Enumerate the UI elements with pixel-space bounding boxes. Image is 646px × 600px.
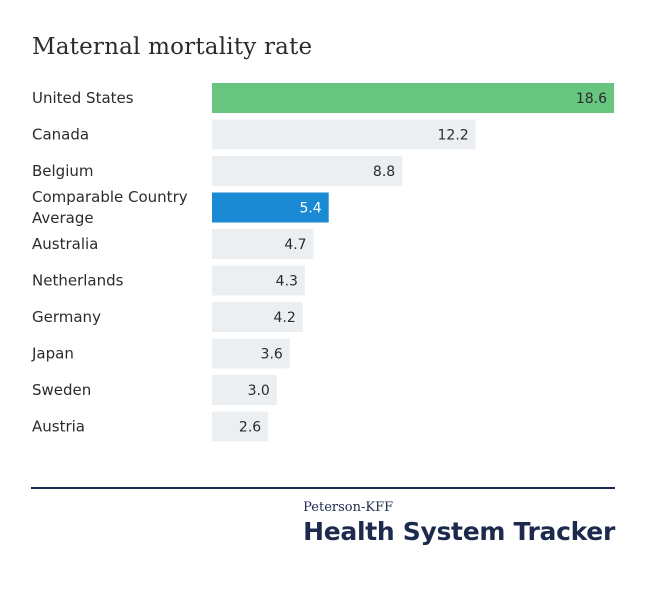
bar-belgium xyxy=(212,156,403,186)
bar-germany xyxy=(212,302,303,332)
category-label-netherlands: Netherlands xyxy=(32,272,124,290)
footer-divider xyxy=(31,487,615,489)
value-label-japan: 3.6 xyxy=(261,347,283,363)
category-label-australia: Australia xyxy=(32,235,98,253)
value-label-comparable-country-average: 5.4 xyxy=(299,201,321,217)
brand-logo: Peterson-KFF Health System Tracker xyxy=(303,500,615,546)
value-label-australia: 4.7 xyxy=(284,237,306,253)
category-label-sweden: Sweden xyxy=(32,381,91,399)
chart-title: Maternal mortality rate xyxy=(32,34,313,60)
category-label-canada: Canada xyxy=(32,126,89,144)
bar-sweden xyxy=(212,375,277,405)
bar-comparable-country-average xyxy=(212,192,329,223)
bar-united-states xyxy=(212,83,614,113)
category-label-japan: Japan xyxy=(31,345,74,363)
value-label-sweden: 3.0 xyxy=(248,383,270,399)
category-label-united-states: United States xyxy=(32,89,134,107)
brand-product: Health System Tracker xyxy=(303,517,615,546)
brand-org: Peterson-KFF xyxy=(303,500,394,515)
category-label-germany: Germany xyxy=(32,308,101,326)
bar-japan xyxy=(212,338,290,369)
value-label-germany: 4.2 xyxy=(274,310,296,326)
value-label-canada: 12.2 xyxy=(438,128,469,144)
value-label-united-states: 18.6 xyxy=(576,91,607,107)
bar-netherlands xyxy=(212,265,305,296)
bar-canada xyxy=(212,119,476,150)
category-label-austria: Austria xyxy=(32,418,85,436)
value-label-belgium: 8.8 xyxy=(373,164,395,180)
value-label-austria: 2.6 xyxy=(239,420,261,436)
bar-austria xyxy=(212,411,269,442)
category-label-line: Average xyxy=(32,209,94,227)
bar-australia xyxy=(212,229,314,259)
category-label-comparable-country-average: Comparable Country Average xyxy=(32,188,188,227)
value-label-netherlands: 4.3 xyxy=(276,274,298,290)
category-label-line: Comparable Country xyxy=(32,188,188,206)
category-label-belgium: Belgium xyxy=(32,162,94,180)
bar-chart: 18.6 United States 12.2 Canada 8.8 Belgium 5.4… xyxy=(31,83,614,442)
